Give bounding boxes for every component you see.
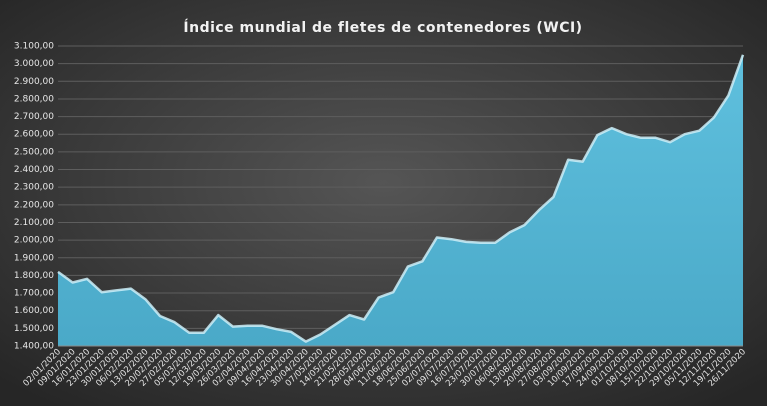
y-tick-label: 1.600,00 xyxy=(14,306,54,316)
y-tick-label: 2.400,00 xyxy=(14,165,54,175)
y-tick-label: 3.000,00 xyxy=(14,59,54,69)
y-tick-label: 1.900,00 xyxy=(14,253,54,263)
y-tick-label: 2.100,00 xyxy=(14,218,54,228)
y-tick-label: 2.600,00 xyxy=(14,130,54,140)
y-tick-label: 1.700,00 xyxy=(14,289,54,299)
y-tick-label: 3.100,00 xyxy=(14,42,54,52)
y-tick-label: 1.400,00 xyxy=(14,342,54,352)
y-tick-label: 2.200,00 xyxy=(14,200,54,210)
y-tick-label: 2.500,00 xyxy=(14,147,54,157)
y-tick-label: 2.700,00 xyxy=(14,112,54,122)
y-tick-label: 2.800,00 xyxy=(14,94,54,104)
y-tick-label: 1.500,00 xyxy=(14,324,54,334)
y-tick-label: 1.800,00 xyxy=(14,271,54,281)
y-tick-label: 2.900,00 xyxy=(14,77,54,87)
area xyxy=(58,54,743,347)
chart-title: Índice mundial de fletes de contenedores… xyxy=(183,19,582,36)
y-tick-label: 2.000,00 xyxy=(14,236,54,246)
y-tick-label: 2.300,00 xyxy=(14,183,54,193)
area-edge xyxy=(57,54,745,343)
